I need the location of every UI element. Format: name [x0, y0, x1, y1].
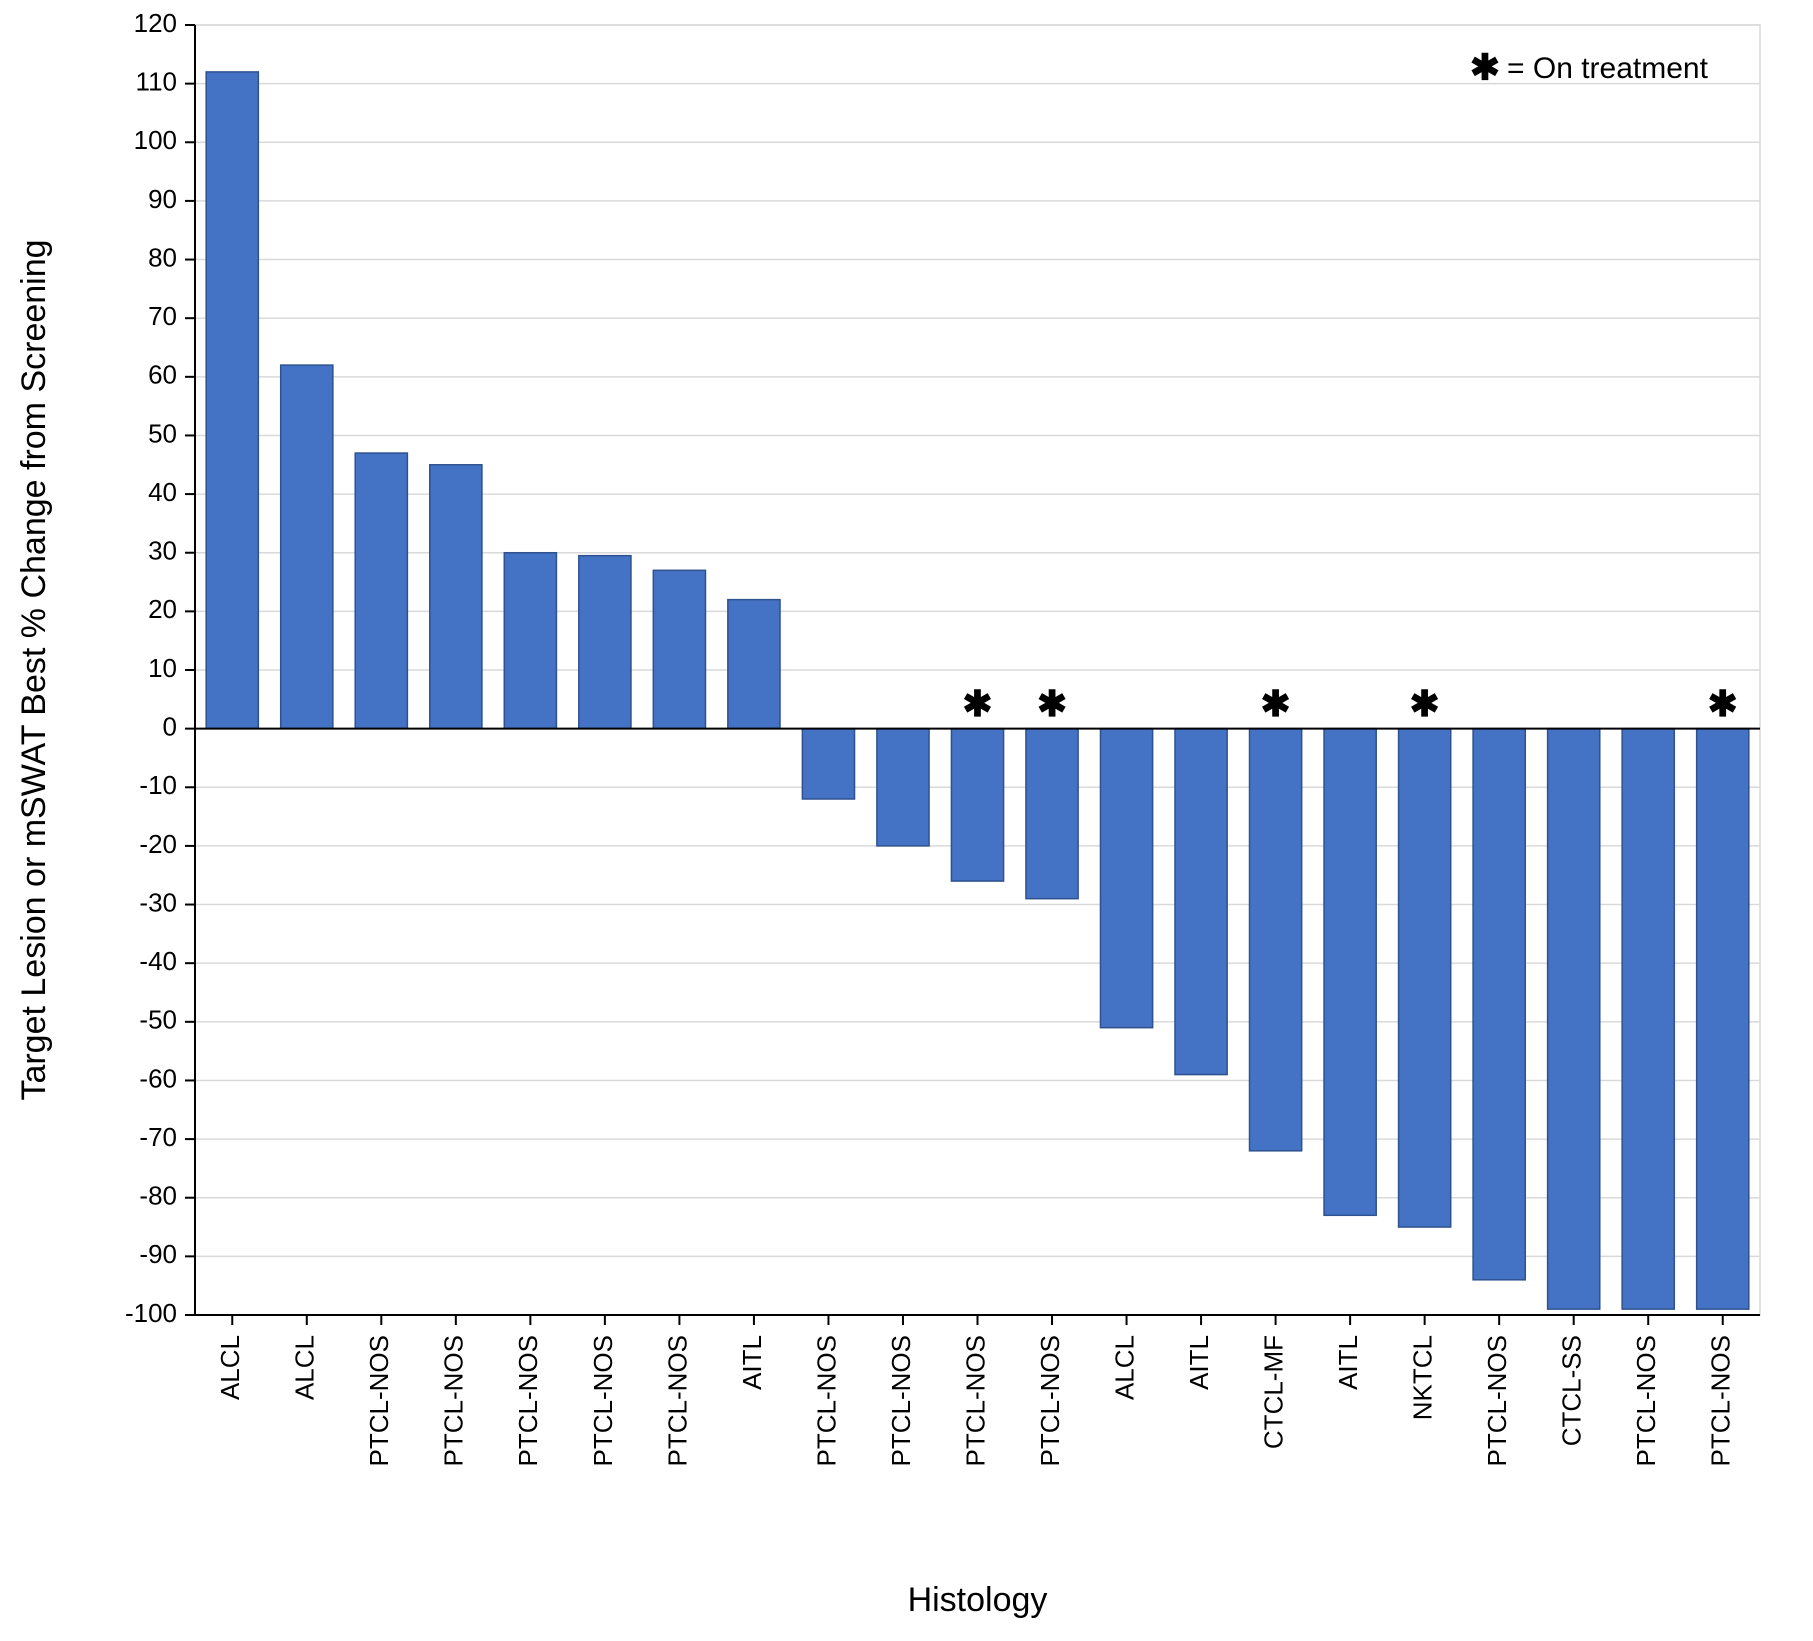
y-tick-label: 110 — [136, 67, 177, 97]
y-tick-label: -40 — [139, 946, 177, 976]
x-tick-label: PTCL-NOS — [439, 1335, 469, 1466]
x-tick-label: PTCL-NOS — [513, 1335, 543, 1466]
bar — [355, 453, 407, 729]
x-ticks: ALCL ALCL PTCL-NOS PTCL-NOS PTCL-NOS PTCL-NOS… — [215, 1315, 1735, 1466]
star-icon: ✱ — [1410, 683, 1440, 724]
y-ticks: -100-90-80-70-60-50-40-30-20-10010203040… — [125, 8, 195, 1328]
x-tick-label: PTCL-NOS — [1035, 1335, 1065, 1466]
y-tick-label: 30 — [148, 536, 177, 566]
y-tick-label: -50 — [139, 1005, 177, 1035]
bar — [430, 465, 482, 729]
bar — [877, 729, 929, 846]
y-tick-label: 100 — [134, 125, 177, 155]
bar — [728, 600, 780, 729]
y-tick-label: -80 — [139, 1181, 177, 1211]
y-tick-label: -20 — [139, 829, 177, 859]
on-treatment-markers: ✱ ✱ ✱ ✱ ✱ — [962, 683, 1737, 724]
star-icon: ✱ — [1037, 683, 1067, 724]
x-tick-label: PTCL-NOS — [662, 1335, 692, 1466]
y-tick-label: -100 — [125, 1298, 177, 1328]
bar — [1622, 729, 1674, 1310]
legend-star-icon: ✱ — [1470, 47, 1500, 88]
y-tick-label: -10 — [139, 770, 177, 800]
x-tick-label: ALCL — [215, 1335, 245, 1400]
y-tick-label: 40 — [148, 477, 177, 507]
x-tick-label: PTCL-NOS — [588, 1335, 618, 1466]
bar — [653, 570, 705, 728]
y-tick-label: 80 — [148, 242, 177, 272]
x-tick-label: CTCL-MF — [1258, 1335, 1288, 1449]
bar — [206, 72, 258, 729]
x-tick-label: PTCL-NOS — [960, 1335, 990, 1466]
x-tick-label: PTCL-NOS — [1706, 1335, 1736, 1466]
bar — [1324, 729, 1376, 1216]
bar — [1026, 729, 1078, 899]
y-tick-label: 90 — [148, 184, 177, 214]
x-tick-label: PTCL-NOS — [364, 1335, 394, 1466]
bar — [802, 729, 854, 799]
bar — [951, 729, 1003, 881]
bar — [281, 365, 333, 729]
y-tick-label: 120 — [134, 8, 177, 38]
star-icon: ✱ — [1261, 683, 1291, 724]
bar — [1100, 729, 1152, 1028]
x-tick-label: AITL — [1184, 1335, 1214, 1390]
x-tick-label: ALCL — [290, 1335, 320, 1400]
bar — [1250, 729, 1302, 1151]
y-tick-label: -90 — [139, 1239, 177, 1269]
y-tick-label: 10 — [148, 653, 177, 683]
y-axis-title: Target Lesion or mSWAT Best % Change fro… — [15, 239, 53, 1100]
x-tick-label: AITL — [737, 1335, 767, 1390]
x-tick-label: PTCL-NOS — [886, 1335, 916, 1466]
bar — [579, 556, 631, 729]
legend-label: = On treatment — [1507, 52, 1709, 85]
waterfall-chart: -100-90-80-70-60-50-40-30-20-10010203040… — [0, 0, 1813, 1641]
y-tick-label: 0 — [163, 712, 177, 742]
bar — [504, 553, 556, 729]
x-tick-label: ALCL — [1109, 1335, 1139, 1400]
chart-svg: -100-90-80-70-60-50-40-30-20-10010203040… — [0, 0, 1813, 1641]
y-tick-label: -30 — [139, 887, 177, 917]
y-tick-label: 70 — [148, 301, 177, 331]
x-tick-label: PTCL-NOS — [811, 1335, 841, 1466]
bar — [1399, 729, 1451, 1227]
x-tick-label: PTCL-NOS — [1482, 1335, 1512, 1466]
x-tick-label: NKTCL — [1408, 1335, 1438, 1420]
bar — [1548, 729, 1600, 1310]
star-icon: ✱ — [962, 683, 992, 724]
y-tick-label: -70 — [139, 1122, 177, 1152]
x-tick-label: PTCL-NOS — [1631, 1335, 1661, 1466]
bar — [1473, 729, 1525, 1280]
legend: ✱= On treatment — [1470, 47, 1709, 88]
bar — [1697, 729, 1749, 1310]
y-tick-label: -60 — [139, 1063, 177, 1093]
x-axis-title: Histology — [908, 1581, 1048, 1619]
x-tick-label: CTCL-SS — [1557, 1335, 1587, 1446]
star-icon: ✱ — [1708, 683, 1738, 724]
y-tick-label: 60 — [148, 360, 177, 390]
y-tick-label: 20 — [148, 594, 177, 624]
x-tick-label: AITL — [1333, 1335, 1363, 1390]
y-tick-label: 50 — [148, 418, 177, 448]
bar — [1175, 729, 1227, 1075]
